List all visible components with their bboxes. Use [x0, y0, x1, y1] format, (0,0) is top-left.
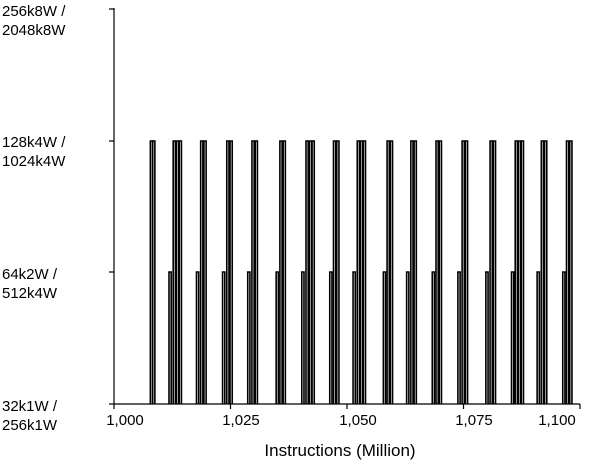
data-spike: [536, 271, 541, 404]
data-spike: [386, 140, 391, 404]
data-spike: [461, 140, 466, 404]
data-spike: [246, 271, 251, 404]
data-spike: [275, 271, 280, 404]
data-spike: [199, 140, 204, 404]
data-spike: [172, 140, 177, 404]
y-tick-line2: 256k1W: [2, 417, 58, 434]
y-tick-line2: 1024k4W: [2, 153, 66, 170]
data-spike: [229, 140, 234, 404]
y-tick-line1: 64k2W /: [2, 266, 58, 283]
data-spike: [492, 140, 497, 404]
y-tick-label: 256k8W / 2048k8W: [2, 2, 112, 40]
data-spike: [517, 140, 522, 404]
x-tick-label: 1,100: [538, 412, 576, 429]
data-spike: [464, 140, 469, 404]
data-spike: [195, 271, 200, 404]
data-spike: [438, 140, 443, 404]
y-tick-line2: 2048k8W: [2, 22, 66, 39]
y-tick-label: 32k1W / 256k1W: [2, 397, 112, 435]
data-spike: [543, 140, 548, 404]
x-tick-label: 1,075: [455, 412, 493, 429]
y-tick-label: 64k2W / 512k4W: [2, 265, 112, 303]
y-tick-line2: 512k4W: [2, 285, 58, 302]
data-spike: [568, 140, 573, 404]
x-tick-label: 1,025: [222, 412, 260, 429]
data-spike: [300, 271, 305, 404]
data-spike: [311, 140, 316, 404]
data-spike: [251, 140, 255, 404]
data-spike: [254, 140, 259, 404]
data-spike: [514, 140, 519, 404]
data-spike: [175, 140, 180, 404]
data-spike: [151, 140, 156, 404]
data-spike: [359, 140, 364, 404]
data-spike: [565, 140, 570, 404]
data-spike: [520, 140, 525, 404]
x-tick-label: 1,050: [339, 412, 377, 429]
data-spike: [308, 140, 313, 404]
data-spike: [382, 271, 387, 404]
data-spike: [305, 140, 309, 404]
data-spike: [413, 140, 418, 404]
axis-ticks: [109, 8, 581, 409]
data-series: [149, 140, 573, 404]
data-spike: [221, 271, 226, 404]
data-spike: [279, 140, 283, 404]
data-spike: [352, 271, 357, 404]
data-spike: [328, 271, 333, 404]
data-spike: [335, 140, 340, 404]
data-spike: [332, 140, 337, 404]
data-spike: [356, 140, 361, 404]
y-tick-label: 128k4W / 1024k4W: [2, 133, 112, 171]
data-spike: [282, 140, 287, 404]
y-tick-line1: 256k8W /: [2, 3, 66, 20]
data-spike: [203, 140, 207, 404]
data-spike: [410, 140, 414, 404]
data-spike: [510, 271, 515, 404]
data-spike: [561, 271, 566, 404]
data-spike: [178, 140, 183, 404]
x-tick-label: 1,000: [106, 412, 144, 429]
data-spike: [362, 140, 367, 404]
data-spike: [485, 271, 489, 404]
x-axis-title: Instructions (Million): [264, 441, 416, 460]
data-spike: [540, 140, 545, 404]
y-tick-line1: 32k1W /: [2, 398, 58, 415]
data-spike: [168, 271, 172, 404]
data-spike: [435, 140, 440, 404]
data-spike: [389, 140, 394, 404]
data-spike: [405, 271, 410, 404]
data-spike: [225, 140, 230, 404]
data-spike: [489, 140, 494, 404]
data-spike: [431, 271, 436, 404]
y-tick-line1: 128k4W /: [2, 134, 66, 151]
data-spike: [457, 271, 461, 404]
